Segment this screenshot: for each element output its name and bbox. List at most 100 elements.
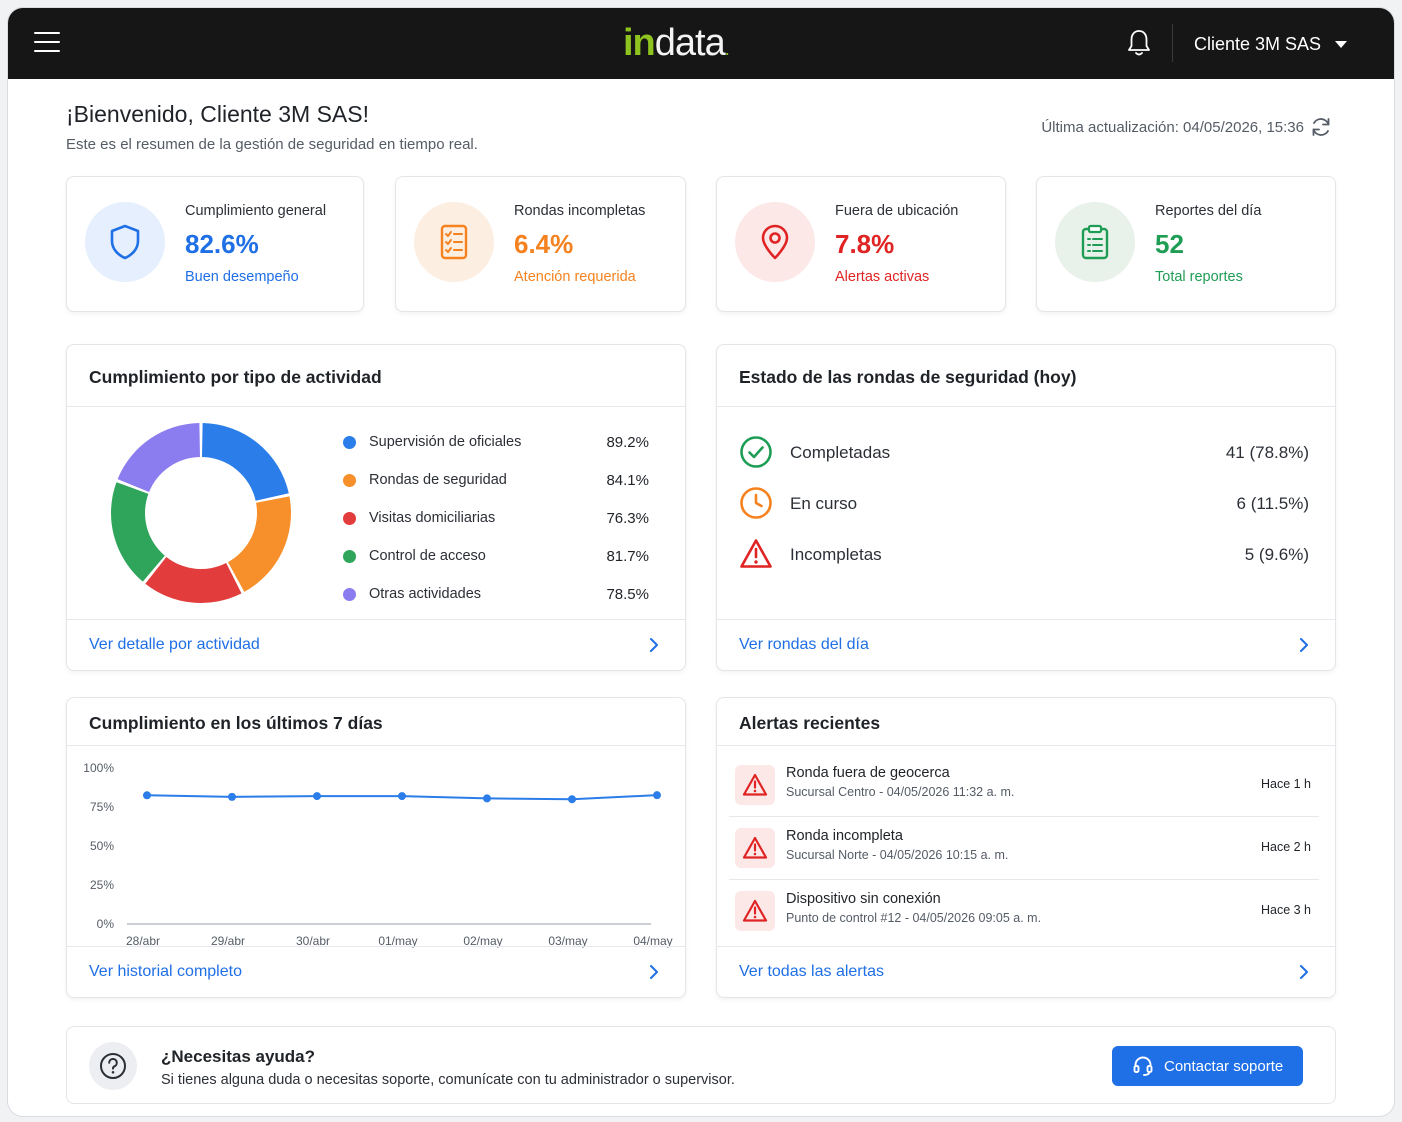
- kpi-subtext: Alertas activas: [835, 269, 930, 285]
- history-link[interactable]: Ver historial completo: [67, 946, 685, 997]
- kpi-subtext: Total reportes: [1155, 269, 1243, 285]
- round-status-count: 6 (11.5%): [1236, 494, 1309, 513]
- legend-name: Visitas domiciliarias: [369, 510, 496, 526]
- round-status-count: 41 (78.8%): [1225, 443, 1309, 462]
- app-frame: indata. Cliente 3M SAS ¡Bienvenido, Clie…: [7, 7, 1395, 1117]
- round-status-name: Incompletas: [790, 545, 882, 564]
- x-tick-label: 02/may: [463, 934, 502, 948]
- legend-value: 84.1%: [606, 472, 649, 489]
- card-title: Cumplimiento en los últimos 7 días: [89, 713, 383, 733]
- question-circle-icon: [100, 1053, 126, 1079]
- alert-icon-box: [735, 828, 775, 868]
- legend-item: Supervisión de oficiales 89.2%: [341, 432, 649, 452]
- data-point: [483, 794, 491, 803]
- kpi-label: Reportes del día: [1155, 203, 1262, 219]
- refresh-icon[interactable]: [1309, 115, 1333, 139]
- shield-icon: [110, 224, 140, 260]
- contact-support-button[interactable]: Contactar soporte: [1112, 1046, 1303, 1086]
- kpi-subtext: Atención requerida: [514, 269, 636, 285]
- contact-support-label: Contactar soporte: [1164, 1057, 1284, 1075]
- kpi-card-out-of-location[interactable]: Fuera de ubicación 7.8% Alertas activas: [716, 176, 1006, 312]
- donut-slice-1: [227, 496, 291, 592]
- y-tick-label: 75%: [90, 800, 114, 814]
- chevron-right-icon: [650, 638, 658, 652]
- donut-slice-3: [111, 482, 165, 582]
- card-header: Estado de las rondas de seguridad (hoy): [717, 345, 1335, 407]
- data-point: [313, 792, 321, 801]
- kpi-subtext: Buen desempeño: [185, 269, 299, 285]
- kpi-value: 7.8%: [835, 229, 895, 259]
- kpi-card-incomplete-rounds[interactable]: Rondas incompletas 6.4% Atención requeri…: [395, 176, 686, 312]
- alert-description: Punto de control #12 - 04/05/2026 09:05 …: [786, 911, 1042, 925]
- legend-value: 89.2%: [606, 434, 649, 451]
- y-tick-label: 100%: [83, 761, 114, 775]
- kpi-card-daily-reports[interactable]: Reportes del día 52 Total reportes: [1036, 176, 1336, 312]
- legend-dot: [343, 588, 356, 601]
- donut-slice-0: [202, 423, 289, 501]
- card-header: Alertas recientes: [717, 698, 1335, 746]
- x-tick-label: 28/abr: [126, 934, 160, 948]
- page-subtitle: Este es el resumen de la gestión de segu…: [66, 136, 478, 153]
- kpi-label: Cumplimiento general: [185, 203, 327, 219]
- kpi-icon-circle: [414, 202, 494, 282]
- warning-triangle-icon: [742, 899, 768, 922]
- top-bar: indata. Cliente 3M SAS: [8, 8, 1394, 79]
- alert-icon-box: [735, 891, 775, 931]
- hamburger-menu-icon[interactable]: [34, 32, 60, 54]
- kpi-icon-circle: [735, 202, 815, 282]
- warning-triangle-icon: [740, 539, 772, 568]
- rounds-status-card: Estado de las rondas de seguridad (hoy) …: [716, 344, 1336, 671]
- alert-title: Ronda fuera de geocerca: [786, 765, 950, 781]
- round-status-count: 5 (9.6%): [1244, 545, 1309, 564]
- legend-item: Otras actividades 78.5%: [341, 584, 649, 604]
- alert-title: Ronda incompleta: [786, 828, 903, 844]
- legend-dot: [343, 550, 356, 563]
- alert-description: Sucursal Centro - 04/05/2026 11:32 a. m.: [786, 785, 1015, 799]
- clipboard-icon: [1081, 224, 1109, 260]
- legend-dot: [343, 512, 356, 525]
- legend-value: 81.7%: [606, 548, 649, 565]
- chevron-right-icon: [1300, 638, 1308, 652]
- client-selector[interactable]: Cliente 3M SAS: [1194, 30, 1348, 58]
- help-title: ¿Necesitas ayuda?: [161, 1047, 316, 1066]
- kpi-card-compliance[interactable]: Cumplimiento general 82.6% Buen desempeñ…: [66, 176, 364, 312]
- kpi-value: 6.4%: [514, 229, 574, 259]
- check-circle-icon: [740, 436, 772, 468]
- round-status-row: Incompletas 5 (9.6%): [739, 537, 1309, 571]
- x-tick-label: 03/may: [548, 934, 587, 948]
- alert-item[interactable]: Ronda incompleta Sucursal Norte - 04/05/…: [729, 817, 1319, 880]
- page-title: ¡Bienvenido, Cliente 3M SAS!: [66, 101, 369, 127]
- legend-name: Supervisión de oficiales: [369, 434, 522, 450]
- footer-link-text: Ver rondas del día: [739, 636, 869, 653]
- location-pin-icon: [761, 224, 789, 260]
- chevron-down-icon: [1335, 40, 1348, 48]
- kpi-label: Rondas incompletas: [514, 203, 646, 219]
- alert-time: Hace 1 h: [1260, 777, 1311, 791]
- notification-bell-icon[interactable]: [1125, 28, 1153, 58]
- rounds-of-day-link[interactable]: Ver rondas del día: [717, 619, 1335, 670]
- activity-donut-chart: [111, 423, 291, 603]
- alert-item[interactable]: Ronda fuera de geocerca Sucursal Centro …: [729, 754, 1319, 817]
- headset-icon: [1133, 1056, 1153, 1076]
- legend-name: Rondas de seguridad: [369, 472, 507, 488]
- activity-detail-link[interactable]: Ver detalle por actividad: [67, 619, 685, 670]
- alert-description: Sucursal Norte - 04/05/2026 10:15 a. m.: [786, 848, 1009, 862]
- alert-time: Hace 3 h: [1260, 903, 1311, 917]
- help-description: Si tienes alguna duda o necesitas soport…: [161, 1072, 735, 1088]
- data-point: [228, 792, 236, 801]
- warning-triangle-icon: [742, 836, 768, 859]
- legend-item: Rondas de seguridad 84.1%: [341, 470, 649, 490]
- legend-item: Control de acceso 81.7%: [341, 546, 649, 566]
- data-point: [398, 792, 406, 801]
- legend-name: Control de acceso: [369, 548, 486, 564]
- card-title: Cumplimiento por tipo de actividad: [89, 367, 382, 387]
- legend-item: Visitas domiciliarias 76.3%: [341, 508, 649, 528]
- all-alerts-link[interactable]: Ver todas las alertas: [717, 946, 1335, 997]
- last-update-text: Última actualización: 04/05/2026, 15:36: [1041, 119, 1304, 136]
- alert-time: Hace 2 h: [1260, 840, 1311, 854]
- x-tick-label: 29/abr: [211, 934, 245, 948]
- x-tick-label: 04/may: [633, 934, 672, 948]
- x-tick-label: 30/abr: [296, 934, 330, 948]
- alert-item[interactable]: Dispositivo sin conexión Punto de contro…: [729, 880, 1319, 943]
- round-status-name: En curso: [790, 494, 858, 513]
